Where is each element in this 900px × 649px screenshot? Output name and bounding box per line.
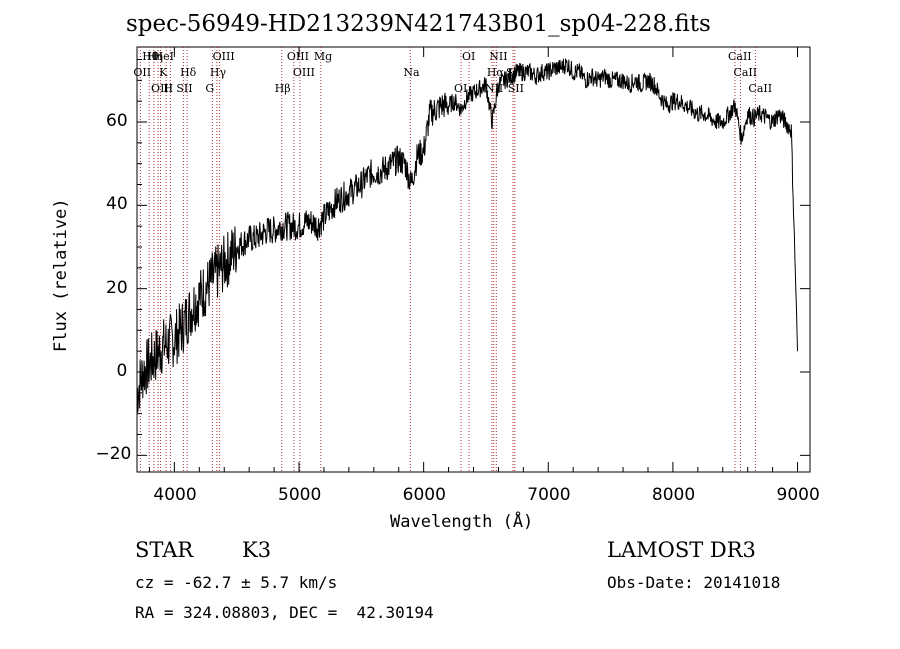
spectral-line-label: Hη bbox=[146, 50, 163, 63]
spectral-line-label: NII bbox=[484, 82, 504, 95]
chart-title: spec-56949-HD213239N421743B01_sp04-228.f… bbox=[126, 11, 711, 37]
spectral-line-label: OI bbox=[454, 82, 468, 95]
y-tick-label: 40 bbox=[106, 194, 128, 215]
spectrum-curve bbox=[136, 58, 798, 413]
redshift-cz: cz = -62.7 ± 5.7 km/s bbox=[135, 573, 338, 592]
spectral-line-label: OIII bbox=[286, 50, 309, 63]
y-axis-label: Flux (relative) bbox=[51, 198, 71, 352]
survey-name: LAMOST DR3 bbox=[607, 538, 756, 562]
y-tick-label: 20 bbox=[106, 277, 128, 298]
spectral-line-label: SII bbox=[176, 82, 193, 95]
spectral-line-label: NII bbox=[489, 50, 508, 63]
spectral-line-label: OIII bbox=[212, 50, 235, 63]
spectral-line-label: Hδ bbox=[180, 66, 197, 79]
x-axis-label: Wavelength (Å) bbox=[390, 512, 534, 532]
observation-date: Obs-Date: 20141018 bbox=[607, 573, 781, 592]
y-tick-label: 60 bbox=[106, 111, 128, 131]
spectral-line-label: Hα bbox=[486, 66, 504, 79]
spectral-line-label: Mg bbox=[313, 50, 333, 63]
object-subclass: K3 bbox=[242, 538, 272, 562]
x-tick-label: 7000 bbox=[527, 485, 571, 505]
spectral-line-label: Hγ bbox=[209, 66, 227, 79]
spectral-line-label: OIII bbox=[151, 82, 174, 95]
spectral-line-label: Hθ bbox=[142, 50, 159, 63]
spectral-line-label: HeI bbox=[153, 50, 174, 63]
spectral-line-label: OIII bbox=[292, 66, 315, 79]
spectral-line-label: SII bbox=[507, 82, 524, 95]
y-tick-label: −20 bbox=[95, 444, 132, 465]
x-tick-label: 4000 bbox=[153, 485, 197, 505]
spectral-line-label: CaII bbox=[727, 50, 752, 63]
x-tick-label: 5000 bbox=[278, 485, 322, 505]
spectral-line-label: G bbox=[205, 82, 215, 95]
spectral-line-label: Na bbox=[403, 66, 420, 79]
spectral-line-label: CaII bbox=[733, 66, 758, 79]
x-tick-label: 6000 bbox=[402, 485, 446, 505]
ra-dec-coordinates: RA = 324.08803, DEC = 42.30194 bbox=[135, 603, 434, 622]
spectral-line-label: H bbox=[163, 82, 173, 95]
spectral-line-label: SII bbox=[506, 66, 523, 79]
x-tick-label: 9000 bbox=[776, 485, 820, 505]
y-tick-label: 0 bbox=[116, 361, 128, 381]
spectral-line-label: K bbox=[159, 66, 168, 79]
spectral-line-label: OI bbox=[462, 50, 476, 63]
object-class: STAR bbox=[135, 538, 194, 562]
spectral-line-label: Hβ bbox=[274, 82, 291, 95]
x-tick-label: 8000 bbox=[651, 485, 696, 505]
spectral-line-label: CaII bbox=[748, 82, 773, 95]
spectral-line-label: OII bbox=[133, 66, 152, 79]
